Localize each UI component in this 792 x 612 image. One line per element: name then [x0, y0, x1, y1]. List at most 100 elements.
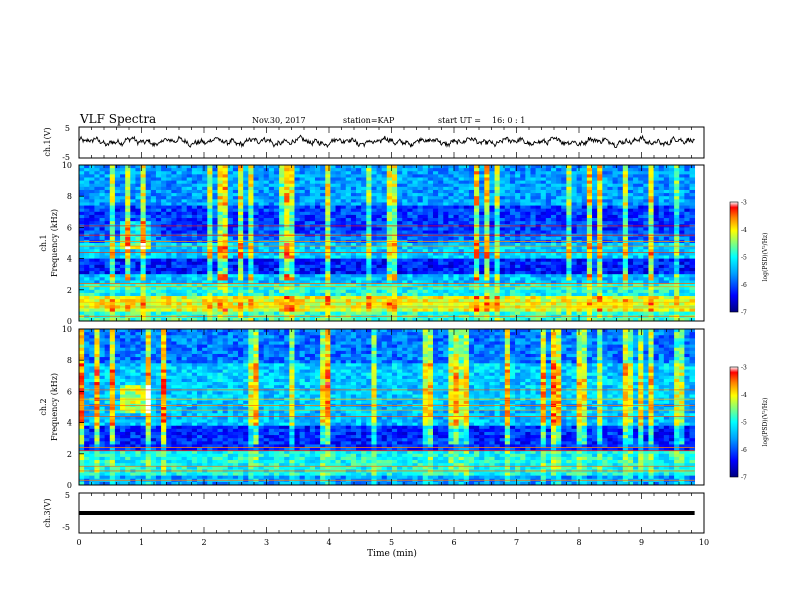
ch1-spectro-cell — [376, 236, 383, 241]
ch1-spectro-cell — [397, 236, 403, 241]
ch1-spectro-cell — [602, 277, 608, 281]
ch1-spectro-cell — [314, 174, 321, 178]
ch1-spectro-cell — [248, 271, 254, 275]
ch1-spectro-cell — [550, 243, 557, 247]
ch1-spectro-cell — [191, 249, 198, 253]
ch1-spectro-cell — [617, 255, 624, 259]
ch1-spectro-cell — [504, 189, 511, 194]
ch1-spectro-cell — [284, 168, 290, 172]
ch1-spectro-cell — [550, 168, 557, 172]
ch1-spectro-cell — [489, 286, 495, 291]
ch1-spectro-cell — [586, 271, 593, 275]
ch1-spectro-cell — [561, 258, 567, 263]
ch1-spectro-cell — [114, 177, 121, 181]
ch1-spectro-cell — [556, 249, 562, 253]
ch1-spectro-cell — [130, 171, 136, 175]
ch1-spectro-cell — [366, 186, 372, 191]
ch1-spectro-cell — [284, 177, 290, 181]
ch1-spectro-cell — [104, 249, 111, 253]
ch1-spectro-cell — [566, 261, 572, 266]
ch1-spectro-cell — [658, 264, 665, 269]
ch1-spectro-cell — [402, 292, 408, 297]
ch1-spectro-cell — [684, 174, 690, 178]
ch1-spectro-cell — [668, 227, 675, 231]
ch1-spectro-cell — [207, 183, 213, 188]
ch1-spectro-cell — [622, 255, 629, 259]
ch1-spectro-cell — [284, 246, 290, 250]
ch1-spectro-cell — [181, 165, 188, 169]
ch1-spectro-cell — [381, 246, 388, 250]
ch1-spectro-cell — [381, 286, 388, 291]
ch1-spectro-cell — [238, 189, 244, 194]
ch1-spectro-cell — [202, 289, 208, 294]
ch1-spectro-cell — [468, 289, 475, 294]
ch1-spectro-cell — [186, 180, 193, 185]
ch1-spectro-cell — [335, 227, 342, 231]
ch1-spectro-cell — [397, 221, 403, 225]
ch1-spectro-cell — [191, 193, 198, 197]
ch1-spectro-cell — [684, 211, 690, 216]
ch1-spectro-cell — [222, 236, 229, 241]
ch1-spectro-cell — [653, 202, 660, 206]
ch1-spectro-cell — [79, 230, 85, 235]
ch1-spectro-cell — [663, 227, 670, 231]
ch1-spectro-cell — [232, 171, 239, 175]
ch1-spectro-cell — [412, 189, 418, 194]
ch1-spectro-cell — [207, 186, 213, 191]
ch1-spectro-cell — [350, 189, 357, 194]
ch1-spectro-cell — [155, 214, 162, 219]
ch1-spectro-cell — [366, 189, 372, 194]
ch1-spectro-cell — [397, 168, 403, 172]
ch1-spectro-cell — [89, 168, 95, 172]
ch1-spectro-cell — [412, 274, 418, 278]
ch1-spectro-cell — [212, 230, 218, 235]
ch1-spectro-cell — [309, 252, 316, 256]
ch1-spectro-cell — [350, 252, 357, 256]
ch1-spectro-cell — [304, 246, 311, 250]
ch1-spectro-cell — [535, 261, 542, 266]
ch1-spectro-cell — [145, 193, 152, 197]
ch1-spectro-cell — [279, 174, 285, 178]
ch1-spectro-cell — [612, 277, 619, 281]
ch1-spectro-cell — [356, 171, 362, 175]
ch1-spectro-cell — [217, 211, 224, 216]
ch1-spectro-cell — [227, 277, 234, 281]
ch1-spectro-cell — [668, 264, 675, 269]
ch1-spectro-cell — [125, 249, 131, 253]
ch1-spectro-cell — [463, 174, 470, 178]
ch1-spectro-cell — [633, 236, 639, 241]
ch1-spectro-cell — [468, 208, 475, 213]
ch1-spectro-cell — [607, 183, 613, 188]
ch1-spectro-cell — [356, 196, 362, 200]
ch1-spectro-cell — [350, 168, 357, 172]
ch1-spectro-cell — [535, 230, 542, 235]
ch1-spectro-cell — [550, 189, 557, 194]
ch1-spectro-cell — [561, 211, 567, 216]
ch1-spectro-cell — [494, 189, 501, 194]
ch1-spectro-cell — [161, 277, 167, 281]
ch1-spectro-cell — [627, 199, 634, 203]
ch1-spectro-cell — [304, 252, 311, 256]
ch1-spectro-cell — [320, 183, 326, 188]
ch1-spectro-cell — [432, 218, 439, 222]
ch1-spectro-cell — [320, 214, 326, 219]
ch1-spectro-cell — [289, 246, 295, 250]
ch1-spectro-cell — [309, 286, 316, 291]
ch1-spectro-cell — [571, 165, 578, 169]
ch1-spectro-cell — [402, 211, 408, 216]
ch1-spectro-cell — [689, 221, 696, 225]
ch1-spectro-cell — [84, 183, 90, 188]
ch1-spectro-cell — [612, 193, 619, 197]
ch1-spectro-cell — [304, 261, 311, 266]
ch1-spectro-cell — [633, 258, 639, 263]
ch1-spectro-cell — [633, 283, 639, 288]
ch1-spectro-cell — [227, 264, 234, 269]
ch1-spectro-cell — [674, 264, 680, 269]
ch1-spectro-cell — [448, 205, 454, 210]
ch1-spectro-cell — [345, 177, 352, 181]
ch1-spectro-cell — [253, 243, 259, 247]
ch1-spectro-cell — [140, 258, 147, 263]
ch1-spectro-cell — [166, 255, 172, 259]
ch1-spectro-cell — [248, 243, 254, 247]
ch1-spectro-cell — [125, 292, 131, 297]
